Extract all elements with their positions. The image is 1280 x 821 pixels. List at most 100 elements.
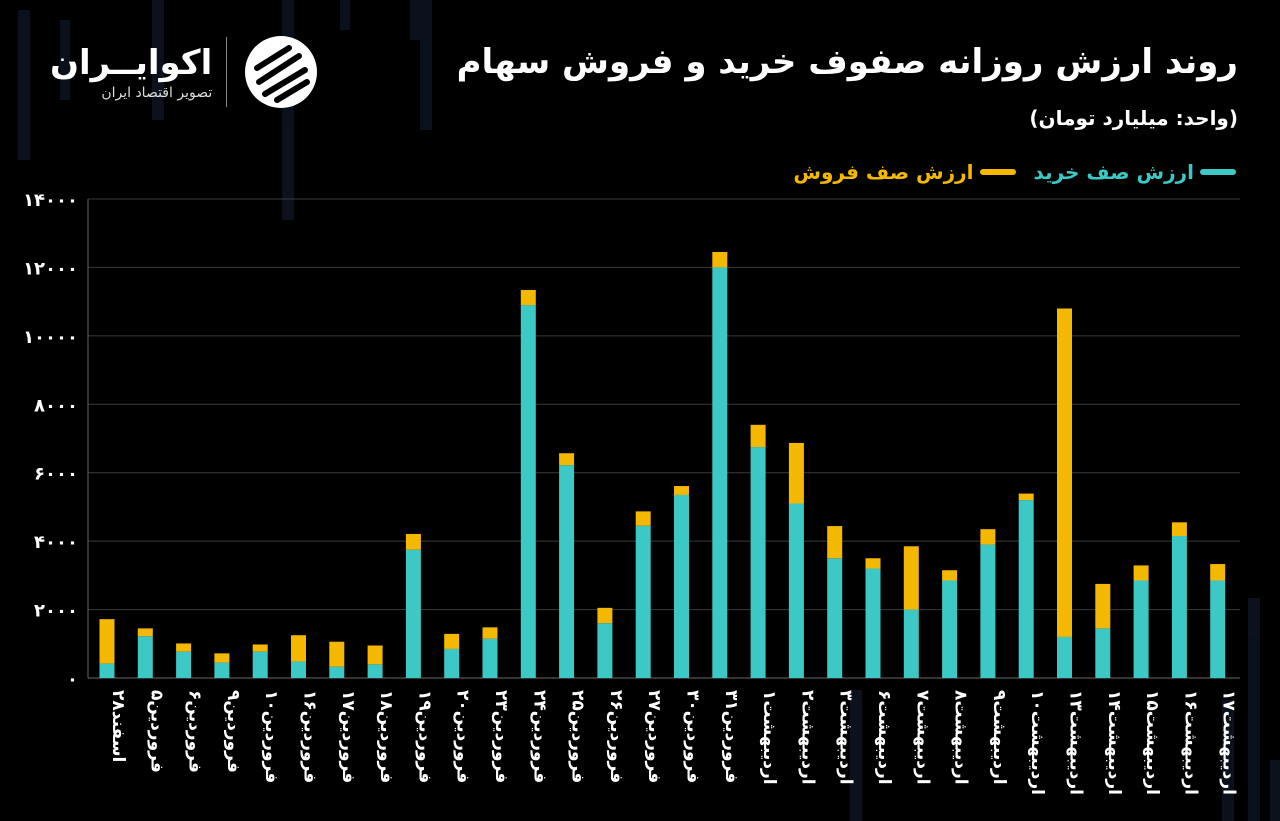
bar-buy [520,305,536,678]
x-tick-label: فروردین۵ [146,690,166,773]
bar-sell [750,424,766,448]
logo-text: اکوایــران تصویر اقتصاد ایران [50,43,212,101]
legend-item-sell: ارزش صف فروش [793,160,1016,184]
x-tick-label: اردیبهشت۲ [797,690,817,785]
bar-buy [788,503,804,678]
bar-sell [137,628,153,637]
bar-sell [865,558,881,569]
x-tick-label: فروردین۲۵ [568,690,588,783]
bar-buy [674,494,689,678]
bar-buy [405,549,421,678]
logo-name: اکوایــران [50,43,213,83]
x-tick-label: فروردین۶ [185,690,205,773]
y-tick-label: ۴۰۰۰ [34,532,78,553]
logo-tagline: تصویر اقتصاد ایران [101,85,213,101]
bar-buy [329,666,345,678]
bar-sell [1171,522,1187,537]
y-tick-label: ۸۰۰۰ [34,395,78,416]
chart-title: روند ارزش روزانه صفوف خرید و فروش سهام [456,42,1238,82]
bar-buy [635,525,651,678]
x-tick-label: اردیبهشت۱ [759,690,779,785]
x-tick-label: اردیبهشت۶ [874,690,894,785]
x-tick-label: فروردین۲۷ [644,690,664,783]
bar-sell [827,526,843,559]
bar-sell [176,643,192,652]
x-tick-label: فروردین۱۷ [338,690,358,783]
y-tick-label: ۱۰۰۰۰ [23,327,78,348]
bar-sell [1210,564,1226,581]
bar-sell [405,533,421,550]
x-tick-label: اردیبهشت۱۷ [1219,690,1239,795]
bar-buy [1095,628,1111,678]
y-tick-label: ۰ [67,669,78,690]
bar-buy [750,447,766,678]
bar-sell [712,252,728,268]
x-tick-label: اردیبهشت۱۰ [1027,690,1047,795]
x-tick-label: اسفند۲۸ [108,690,128,762]
bar-buy [214,662,230,678]
x-tick-label: اردیبهشت۱۴ [1104,690,1124,795]
bar-buy [865,568,881,678]
chart-legend: ارزش صف خرید ارزش صف فروش [793,160,1236,184]
x-tick-label: فروردین۲۰ [453,690,473,783]
bar-buy [99,663,115,678]
legend-label-buy: ارزش صف خرید [1033,160,1194,184]
bar-sell [329,641,345,667]
bar-sell [99,619,115,664]
logo: اکوایــران تصویر اقتصاد ایران [50,32,321,112]
bar-buy [444,648,460,678]
bar-buy [252,651,268,678]
bar-buy [1171,536,1187,678]
bar-buy [712,267,728,678]
legend-label-sell: ارزش صف فروش [793,160,974,184]
bar-buy [137,636,153,678]
x-tick-label: فروردین۱۰ [261,690,281,783]
bar-sell [444,633,460,649]
x-tick-label: اردیبهشت۱۳ [1066,690,1086,795]
bar-sell [597,607,613,624]
x-tick-label: فروردین۱۹ [414,690,434,783]
bar-buy [1210,580,1226,678]
logo-divider [226,37,228,107]
bar-buy [827,558,843,678]
bar-sell [1133,565,1149,581]
bar-buy [1057,636,1072,678]
legend-swatch-buy [1200,169,1236,175]
bar-buy [176,651,192,678]
bar-sell [291,635,306,662]
x-tick-label: اردیبهشت۹ [989,690,1009,785]
bar-sell [482,627,498,639]
bar-sell [674,486,689,495]
x-tick-label: اردیبهشت۱۶ [1180,690,1200,795]
bar-sell [788,442,804,504]
bar-sell [214,653,230,663]
bar-sell [559,453,575,466]
y-tick-label: ۲۰۰۰ [34,601,78,622]
x-tick-label: اردیبهشت۷ [912,690,932,785]
bar-sell [1057,308,1072,637]
bar-buy [367,664,383,678]
bar-sell [635,511,651,526]
x-tick-label: فروردین۳۰ [683,690,703,783]
bar-sell [903,546,919,610]
x-tick-label: اردیبهشت۱۵ [1142,690,1162,795]
x-tick-label: فروردین۳۱ [721,690,741,783]
legend-swatch-sell [979,169,1016,175]
bar-buy [1133,580,1149,678]
bar-sell [520,290,536,306]
x-tick-label: فروردین۱۶ [300,690,320,783]
x-tick-label: فروردین۲۶ [606,690,626,783]
x-tick-label: فروردین۲۳ [491,690,511,783]
bar-buy [482,638,498,678]
bar-buy [942,580,958,678]
bar-sell [252,644,268,652]
bar-buy [597,623,613,678]
bar-buy [980,544,996,678]
x-tick-label: فروردین۱۸ [376,690,396,783]
y-tick-label: ۶۰۰۰ [34,464,78,485]
x-tick-label: فروردین۲۴ [529,690,549,783]
bar-sell [1095,583,1111,629]
bar-buy [1018,500,1034,678]
x-tick-label: اردیبهشت۸ [951,690,971,785]
